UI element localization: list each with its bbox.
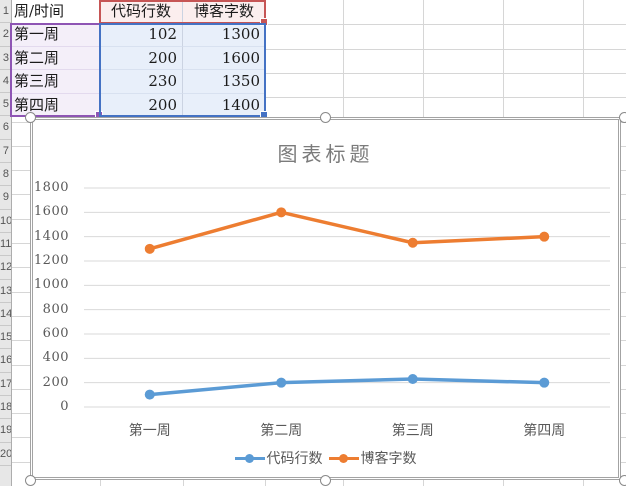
table-cell[interactable]: 102	[100, 23, 183, 47]
series-line[interactable]	[148, 377, 546, 397]
y-axis-tick-label: 1400	[33, 228, 69, 244]
y-axis-tick-label: 800	[42, 301, 69, 317]
chart-resize-handle[interactable]	[618, 474, 626, 486]
x-axis-tick-label: 第一周	[128, 423, 171, 439]
selection-series-names-range	[99, 0, 268, 26]
row-header[interactable]: 13	[0, 280, 11, 303]
chart-resize-handle[interactable]	[319, 111, 331, 123]
row-header[interactable]: 19	[0, 419, 11, 443]
y-axis-tick-label: 200	[42, 374, 69, 390]
row-header[interactable]: 8	[0, 163, 11, 187]
row-header[interactable]: 4	[0, 70, 11, 94]
y-axis-tick-label: 0	[60, 399, 69, 414]
row-header[interactable]: 5	[0, 93, 11, 117]
legend-label: 代码行数	[266, 451, 323, 467]
gridline	[11, 24, 626, 25]
data-point-marker[interactable]	[276, 377, 287, 388]
row-header-column: 1234567891011121314151617181920	[0, 0, 12, 486]
data-point-marker[interactable]	[539, 377, 550, 388]
series-line[interactable]	[148, 210, 546, 251]
gridline	[11, 73, 626, 74]
row-header[interactable]: 6	[0, 116, 11, 140]
row-header[interactable]: 9	[0, 186, 11, 210]
table-cell[interactable]: 周/时间	[11, 0, 100, 24]
row-header[interactable]: 3	[0, 47, 11, 70]
data-point-marker[interactable]	[407, 374, 418, 385]
chart-resize-handle[interactable]	[24, 474, 36, 486]
x-axis-tick-label: 第四周	[523, 423, 566, 439]
data-point-marker[interactable]	[144, 389, 155, 400]
table-cell[interactable]: 第三周	[11, 70, 100, 94]
row-header[interactable]: 15	[0, 326, 11, 350]
legend-marker	[234, 453, 265, 464]
data-point-marker[interactable]	[276, 207, 287, 218]
gridline	[11, 49, 626, 50]
table-cell[interactable]: 1600	[183, 46, 265, 71]
table-cell[interactable]: 博客字数	[183, 0, 265, 24]
legend-item[interactable]: 代码行数	[234, 448, 323, 468]
y-axis-tick-label: 1200	[33, 253, 69, 268]
selection-values-range	[99, 23, 268, 119]
table-cell[interactable]: 200	[100, 46, 183, 71]
row-header[interactable]: 10	[0, 210, 11, 233]
plot-area	[84, 187, 610, 408]
data-point-marker[interactable]	[407, 237, 418, 248]
table-cell[interactable]: 代码行数	[100, 0, 183, 24]
row-header[interactable]: 7	[0, 140, 11, 164]
legend-label: 博客字数	[360, 451, 417, 467]
chart-title[interactable]: 图表标题	[277, 142, 374, 166]
row-header[interactable]: 18	[0, 396, 11, 420]
data-point-marker[interactable]	[539, 231, 550, 242]
chart-resize-handle[interactable]	[618, 111, 626, 123]
table-cell[interactable]: 第一周	[11, 23, 100, 47]
x-axis-tick-label: 第二周	[260, 423, 303, 439]
row-header[interactable]: 16	[0, 349, 11, 373]
row-header[interactable]: 1	[0, 0, 11, 24]
y-axis-tick-label: 1600	[33, 204, 69, 220]
row-header[interactable]: 11	[0, 233, 11, 257]
row-header[interactable]: 12	[0, 256, 11, 280]
table-cell[interactable]: 第四周	[11, 93, 100, 117]
selection-categories-range	[10, 23, 103, 119]
row-header[interactable]: 20	[0, 443, 11, 466]
x-axis-tick-label: 第三周	[391, 423, 434, 439]
gridline	[11, 97, 626, 98]
legend-item[interactable]: 博客字数	[328, 448, 417, 468]
row-header[interactable]: 14	[0, 303, 11, 327]
chart-legend[interactable]: 代码行数 博客字数	[33, 448, 618, 468]
y-axis-tick-label: 1800	[33, 180, 69, 195]
y-axis-tick-label: 1000	[33, 277, 69, 293]
data-point-marker[interactable]	[144, 243, 155, 254]
row-header[interactable]: 2	[0, 23, 11, 47]
table-cell[interactable]: 1300	[183, 23, 265, 47]
table-cell[interactable]: 1350	[183, 70, 265, 94]
row-header[interactable]: 17	[0, 373, 11, 397]
table-cell[interactable]: 第二周	[11, 46, 100, 71]
chart-resize-handle[interactable]	[319, 474, 331, 486]
embedded-line-chart[interactable]: 图表标题 0 200 400 600 800 1000 1200 1400 1600 1800 第…	[30, 117, 621, 480]
y-axis-tick-label: 400	[42, 350, 69, 366]
legend-marker	[328, 453, 359, 464]
table-cell[interactable]: 230	[100, 70, 183, 94]
y-axis-tick-label: 600	[42, 326, 69, 341]
chart-resize-handle[interactable]	[24, 111, 36, 123]
